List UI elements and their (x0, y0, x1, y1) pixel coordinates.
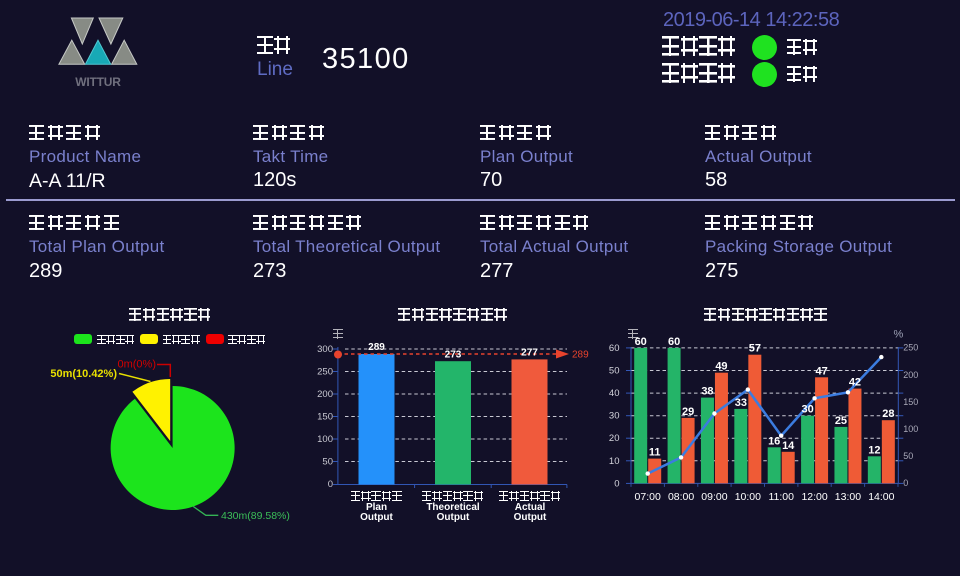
svg-text:273: 273 (445, 350, 462, 361)
svg-text:277: 277 (521, 348, 538, 359)
svg-text:289: 289 (572, 350, 589, 361)
svg-text:09:00: 09:00 (701, 491, 727, 503)
svg-text:0m(0%): 0m(0%) (117, 359, 156, 371)
svg-text:12:00: 12:00 (801, 491, 827, 503)
svg-text:42: 42 (849, 377, 861, 389)
svg-text:300: 300 (317, 344, 333, 355)
svg-text:14: 14 (782, 440, 795, 452)
svg-text:33: 33 (735, 397, 747, 409)
svg-text:08:00: 08:00 (668, 491, 694, 503)
svg-text:0: 0 (328, 479, 333, 490)
svg-text:100: 100 (903, 424, 918, 434)
svg-text:150: 150 (903, 397, 918, 407)
svg-text:250: 250 (903, 343, 918, 353)
svg-text:100: 100 (317, 434, 333, 445)
svg-text:10: 10 (609, 456, 620, 467)
svg-text:29: 29 (682, 406, 694, 418)
svg-text:50: 50 (322, 457, 333, 468)
svg-text:200: 200 (903, 370, 918, 380)
svg-text:0: 0 (614, 478, 619, 489)
svg-text:200: 200 (317, 389, 333, 400)
svg-text:13:00: 13:00 (835, 491, 861, 503)
svg-text:60: 60 (668, 336, 680, 348)
svg-text:10:00: 10:00 (735, 491, 761, 503)
svg-text:40: 40 (609, 388, 620, 399)
svg-text:12: 12 (868, 444, 880, 456)
svg-text:430m(89.58%): 430m(89.58%) (221, 510, 290, 522)
svg-text:11:00: 11:00 (768, 491, 794, 503)
svg-text:0: 0 (903, 478, 908, 488)
svg-text:14:00: 14:00 (868, 491, 894, 503)
svg-text:20: 20 (609, 433, 620, 444)
svg-text:25: 25 (835, 415, 847, 427)
svg-text:47: 47 (815, 365, 827, 377)
svg-text:38: 38 (701, 386, 713, 398)
svg-text:30: 30 (801, 404, 813, 416)
svg-text:50: 50 (903, 451, 913, 461)
svg-text:289: 289 (368, 342, 385, 353)
svg-text:50: 50 (609, 366, 620, 377)
svg-text:11: 11 (649, 447, 661, 459)
svg-text:30: 30 (609, 411, 620, 422)
svg-text:28: 28 (882, 408, 894, 420)
svg-text:16: 16 (768, 435, 780, 447)
svg-text:150: 150 (317, 412, 333, 423)
svg-text:50m(10.42%): 50m(10.42%) (50, 368, 117, 380)
svg-text:07:00: 07:00 (635, 491, 661, 503)
svg-text:WITTUR: WITTUR (75, 75, 121, 89)
svg-text:250: 250 (317, 367, 333, 378)
svg-text:57: 57 (749, 343, 761, 355)
svg-text:60: 60 (609, 343, 620, 354)
svg-text:49: 49 (715, 361, 727, 373)
svg-text:60: 60 (635, 336, 647, 348)
svg-text:%: % (894, 329, 904, 341)
